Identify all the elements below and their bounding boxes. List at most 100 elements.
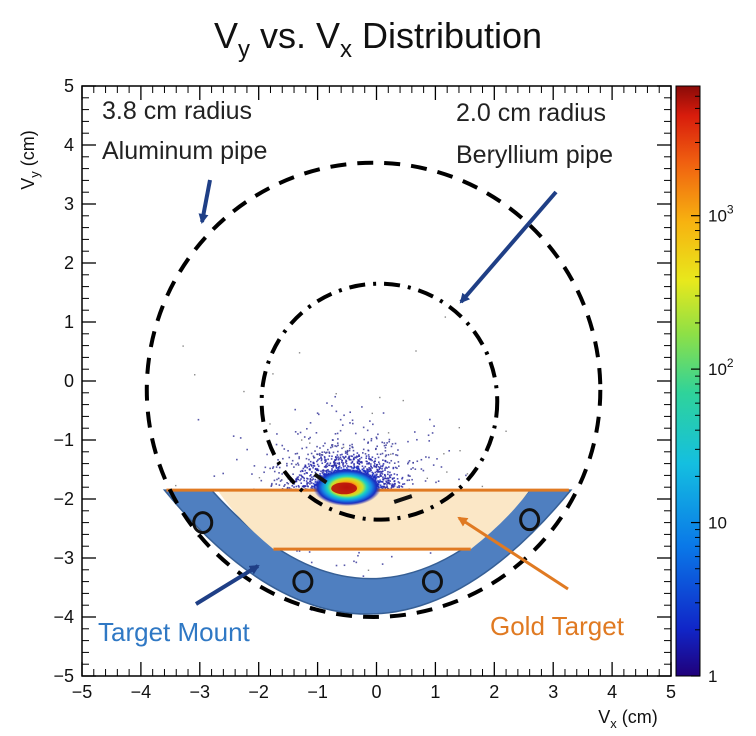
scatter-point	[395, 443, 397, 445]
scatter-point	[376, 445, 378, 447]
scatter-point	[380, 465, 382, 467]
scatter-point	[380, 471, 382, 473]
y-tick-label: −1	[53, 430, 74, 450]
scatter-point	[298, 485, 300, 487]
scatter-point	[240, 437, 242, 439]
scatter-point	[330, 447, 332, 449]
scatter-point	[397, 449, 399, 451]
scatter-point	[194, 374, 195, 375]
scatter-point	[308, 465, 310, 467]
scatter-point	[331, 468, 333, 470]
scatter-point	[368, 462, 370, 464]
scatter-point	[332, 467, 334, 469]
scatter-point	[372, 456, 374, 458]
scatter-point	[443, 453, 444, 454]
scatter-point	[368, 467, 370, 469]
scatter-point	[392, 485, 394, 487]
scatter-point	[386, 486, 388, 488]
scatter-point	[297, 462, 299, 464]
scatter-point	[409, 475, 411, 477]
scatter-point	[397, 478, 399, 480]
scatter-point	[416, 439, 418, 441]
scatter-point	[459, 450, 460, 451]
scatter-point	[384, 474, 386, 476]
scatter-point	[356, 562, 358, 564]
scatter-point	[276, 444, 278, 446]
scatter-point	[320, 470, 322, 472]
scatter-point	[327, 462, 329, 464]
scatter-point	[408, 479, 410, 481]
scatter-point	[361, 406, 363, 408]
scatter-point	[336, 565, 338, 567]
scatter-point	[299, 474, 301, 476]
scatter-point	[304, 436, 306, 438]
scatter-point	[334, 445, 336, 447]
scatter-point	[345, 451, 347, 453]
scatter-point	[382, 459, 384, 461]
scatter-point	[401, 485, 403, 487]
scatter-point	[276, 433, 278, 435]
scatter-point	[398, 486, 400, 488]
scatter-point	[388, 441, 390, 443]
scatter-point	[318, 465, 320, 467]
scatter-point	[340, 467, 342, 469]
scatter-point	[412, 483, 414, 485]
scatter-point	[343, 414, 345, 416]
scatter-point	[283, 448, 285, 450]
scatter-point	[350, 466, 352, 468]
scatter-point	[379, 463, 381, 465]
scatter-point	[363, 449, 365, 451]
scatter-point	[412, 462, 414, 464]
scatter-point	[389, 480, 391, 482]
scatter-point	[385, 478, 387, 480]
scatter-point	[306, 447, 308, 449]
scatter-point	[272, 467, 274, 469]
scatter-point	[446, 471, 447, 472]
scatter-point	[291, 485, 293, 487]
scatter-point	[354, 467, 356, 469]
scatter-point	[341, 460, 343, 462]
colorbar	[676, 86, 700, 676]
scatter-point	[293, 486, 295, 488]
scatter-point	[316, 446, 318, 448]
scatter-point	[385, 444, 387, 446]
scatter-point	[318, 414, 320, 416]
scatter-point	[349, 448, 351, 450]
scatter-point	[387, 461, 389, 463]
scatter-point	[311, 562, 313, 564]
scatter-point	[395, 454, 397, 456]
scatter-point	[340, 456, 342, 458]
scatter-point	[368, 450, 370, 452]
scatter-point	[381, 468, 383, 470]
scatter-point	[305, 466, 307, 468]
scatter-point	[310, 422, 312, 424]
scatter-point	[388, 432, 389, 433]
scatter-point	[175, 485, 176, 486]
scatter-point	[408, 475, 410, 477]
scatter-point	[316, 461, 318, 463]
scatter-point	[291, 463, 293, 465]
scatter-point	[465, 475, 467, 477]
scatter-point	[263, 471, 265, 473]
scatter-point	[349, 411, 351, 413]
scatter-point	[392, 453, 394, 455]
scatter-point	[297, 478, 299, 480]
scatter-point	[274, 480, 276, 482]
scatter-point	[373, 466, 375, 468]
scatter-point	[368, 570, 369, 571]
scatter-point	[403, 400, 404, 401]
scatter-point	[371, 438, 373, 440]
scatter-point	[380, 473, 382, 475]
scatter-point	[322, 454, 324, 456]
scatter-point	[371, 440, 373, 442]
scatter-point	[359, 458, 361, 460]
scatter-point	[398, 461, 400, 463]
scatter-point	[334, 459, 336, 461]
scatter-point	[402, 483, 404, 485]
scatter-point	[378, 476, 380, 478]
scatter-point	[374, 463, 376, 465]
x-tick-label: 0	[371, 682, 381, 702]
scatter-point	[391, 486, 393, 488]
scatter-point	[324, 457, 326, 459]
